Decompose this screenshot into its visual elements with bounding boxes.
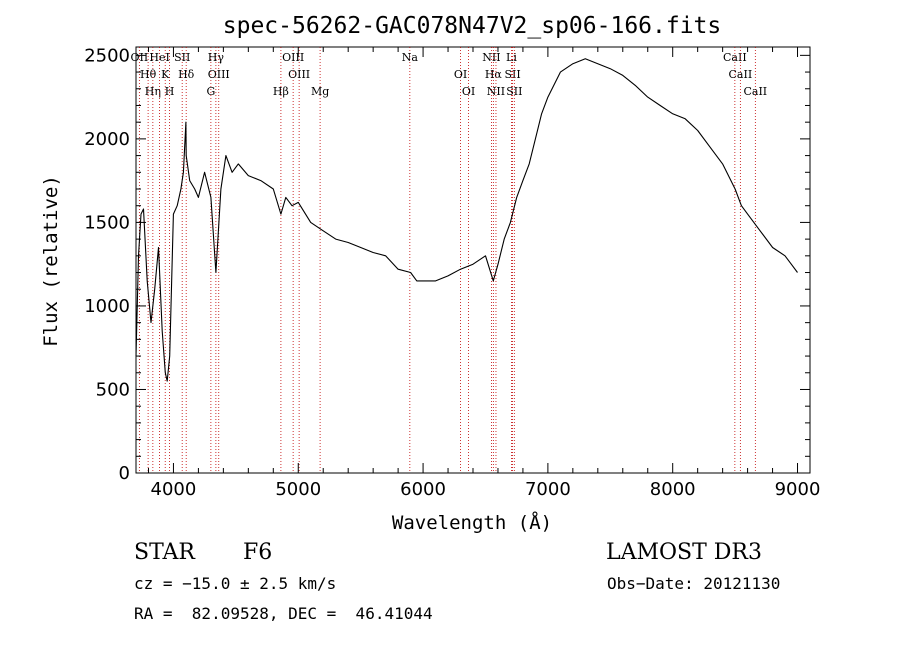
spectral-line-label: Hβ [273,85,289,98]
spectral-line-label: SII [506,85,522,98]
spectral-line-label: K [161,68,170,81]
y-tick-label: 2500 [84,45,130,66]
spectral-line-label: SII [504,68,520,81]
spectral-line-label: H [165,85,175,98]
x-tick-label: 5000 [275,479,321,500]
redshift-cz: cz = −15.0 ± 2.5 km/s [134,574,337,593]
spectral-line-label: NII [482,51,500,64]
x-tick-label: 4000 [151,479,197,500]
spectral-line-label: OIII [208,68,230,81]
spectral-line-label: Mg [311,85,329,98]
spectral-lines: OIIHθHηHeIKHSIIHδGHγOIIIHβOIIIOIIIMgNaOI… [131,47,767,473]
spectral-line-label: Hδ [178,68,195,81]
y-tick-label: 2000 [84,129,130,150]
object-subclass: F6 [243,540,273,565]
chart-title: spec-56262-GAC078N47V2_sp06-166.fits [223,13,722,39]
spectral-line-label: NII [487,85,505,98]
x-tick-label: 8000 [650,479,696,500]
object-class: STAR [134,540,195,565]
spectral-line-label: Hη [145,85,161,98]
spectral-line-label: OIII [282,51,304,64]
spectrum-line [135,58,798,382]
spectral-line-label: OII [131,51,149,64]
coordinates: RA = 82.09528, DEC = 46.41044 [134,604,433,623]
spectral-line-label: Hγ [208,51,225,64]
axis-ticks: 4000 5000 6000 7000 8000 9000 0 500 1000 1500 2000… [84,45,820,500]
y-axis-label: Flux (relative) [40,175,62,347]
spectral-line-label: SII [174,51,190,64]
plot-frame [135,46,811,474]
spectral-line-label: Hθ [140,68,157,81]
x-tick-label: 7000 [525,479,571,500]
spectrum-series [135,58,798,382]
spectral-line-label: CaII [743,85,767,98]
y-tick-label: 1500 [84,212,130,233]
obs-date: Obs−Date: 20121130 [607,574,781,593]
spectral-line-label: Li [506,51,517,64]
spectral-line-label: OI [454,68,467,81]
spectral-line-label: OIII [288,68,310,81]
y-tick-label: 1000 [84,296,130,317]
x-tick-label: 9000 [775,479,821,500]
spectral-line-label: G [206,85,215,98]
spectral-line-label: CaII [729,68,753,81]
spectral-line-label: Hα [485,68,503,81]
spectral-line-label: CaII [723,51,747,64]
x-tick-label: 6000 [400,479,446,500]
y-tick-label: 0 [119,463,130,484]
y-tick-label: 500 [96,379,130,400]
survey-name: LAMOST DR3 [606,540,762,565]
spectral-line-label: Na [402,51,419,64]
x-axis-label: Wavelength (Å) [392,511,552,534]
spectral-line-label: HeI [149,51,169,64]
spectral-line-label: OI [462,85,475,98]
